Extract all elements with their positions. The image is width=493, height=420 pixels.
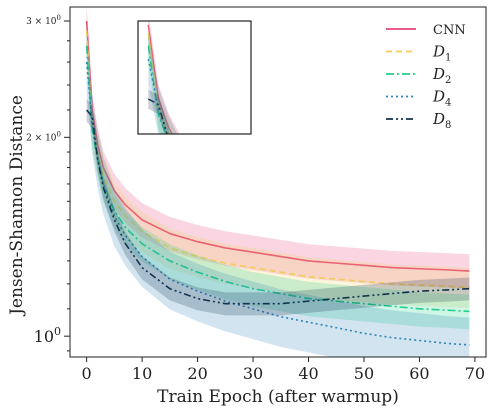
- y-tick-label: 100: [34, 325, 61, 346]
- inset-series-d-8: [147, 89, 171, 134]
- y-tick-label: 2 × 100: [26, 130, 61, 143]
- main-series-cnn: [85, 7, 470, 289]
- main-series-d-4: [85, 34, 470, 357]
- main-series-d-8: [86, 98, 470, 316]
- legend-label: D1: [432, 43, 451, 64]
- x-tick-label: 40: [298, 364, 318, 383]
- x-tick-label: 70: [465, 364, 485, 383]
- main-band-cnn: [86, 7, 470, 289]
- x-tick-label: 10: [132, 364, 152, 383]
- main-band-d-8: [86, 98, 470, 316]
- legend-item-d-4: D4: [386, 88, 451, 109]
- main-line-d-8: [86, 109, 470, 305]
- inset-band-d-8: [148, 89, 171, 134]
- x-tick-label: 50: [354, 364, 374, 383]
- plot-frame: [69, 6, 487, 358]
- main-line-d-4: [85, 61, 470, 346]
- main-band-d-4: [86, 34, 470, 357]
- legend-label: D2: [432, 65, 451, 86]
- main-band-d-1: [86, 11, 470, 309]
- legend-item-d-2: D2: [386, 65, 451, 86]
- inset-series-d-4: [147, 36, 178, 134]
- inset-frame: [137, 20, 252, 135]
- inset-band-d-4: [148, 36, 178, 134]
- main-series-d-1: [85, 11, 470, 309]
- legend-item-d-1: D1: [386, 43, 451, 64]
- x-tick-label: 0: [82, 364, 92, 383]
- main-line-cnn: [85, 20, 470, 272]
- zoom-inset: [137, 20, 252, 135]
- inset-background: [138, 21, 251, 134]
- legend-label: CNN: [433, 23, 466, 38]
- inset-series-d-1: [147, 21, 178, 134]
- legend-label: D4: [432, 88, 451, 109]
- y-tick-label: 3 × 100: [26, 14, 61, 27]
- x-tick-label: 30: [243, 364, 263, 383]
- x-tick-label: 60: [409, 364, 429, 383]
- x-tick-label: 20: [187, 364, 207, 383]
- plot-area: 0 10 20 30 40 50 60 70 100 2 × 100 3 × 100: [26, 6, 487, 383]
- legend-item-cnn: CNN: [386, 23, 466, 38]
- legend-item-d-8: D8: [386, 110, 451, 131]
- legend-label: D8: [432, 110, 451, 131]
- main-band-d-2: [86, 29, 470, 330]
- main-line-d-1: [85, 30, 470, 289]
- y-axis-label: Jensen-Shannon Distance: [7, 95, 27, 317]
- x-axis-label: Train Epoch (after warmup): [157, 387, 399, 407]
